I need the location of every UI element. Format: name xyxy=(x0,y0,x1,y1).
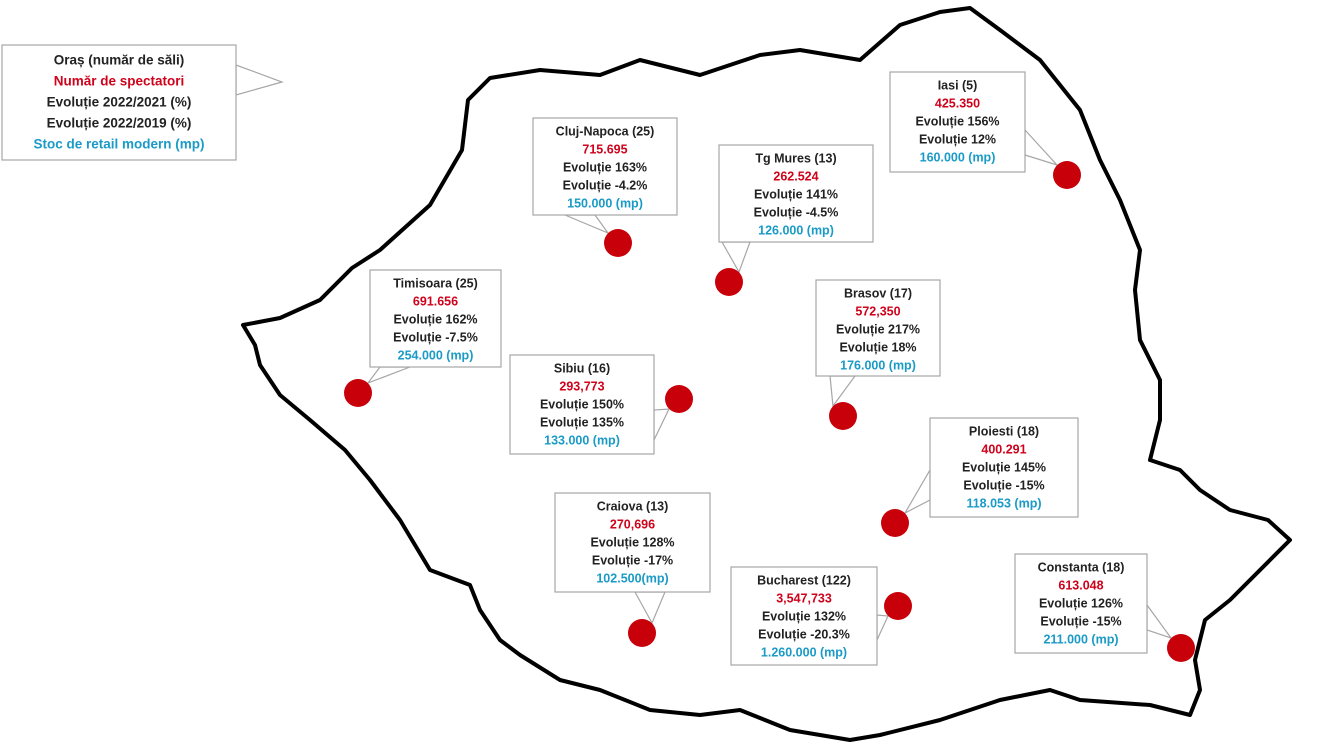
city-evo2021: Evoluție 162% xyxy=(393,312,477,326)
city-box xyxy=(730,566,878,666)
city-pointer xyxy=(564,214,610,235)
city-retail: 118.053 (mp) xyxy=(966,496,1041,510)
city-dot xyxy=(665,385,693,413)
city-spectators: 425.350 xyxy=(935,96,980,110)
city-retail: 160.000 (mp) xyxy=(920,150,996,164)
city-spectators: 613.048 xyxy=(1058,578,1103,592)
city-retail: 133.000 (mp) xyxy=(544,433,620,447)
city-retail: 176.000 (mp) xyxy=(840,358,916,372)
city-box xyxy=(532,117,678,216)
city-name: Timisoara (25) xyxy=(393,276,478,290)
city-pointer xyxy=(1024,128,1059,167)
city-box xyxy=(815,279,941,377)
city-pointer xyxy=(876,614,889,641)
city-spectators: 293,773 xyxy=(559,379,604,393)
city-evo2019: Evoluție -15% xyxy=(963,478,1044,492)
city-evo2021: Evoluție 163% xyxy=(563,160,647,174)
city-name: Tg Mures (13) xyxy=(755,151,836,165)
city-retail: 126.000 (mp) xyxy=(758,223,834,237)
city-evo2021: Evoluție 126% xyxy=(1039,596,1123,610)
country-outline xyxy=(241,6,1292,742)
city-dot xyxy=(884,592,912,620)
city-retail: 102.500(mp) xyxy=(596,571,668,585)
legend-pointer xyxy=(235,64,284,96)
city-name: Iasi (5) xyxy=(938,78,978,92)
city-evo2019: Evoluție 12% xyxy=(919,132,996,146)
city-spectators: 270,696 xyxy=(610,517,655,531)
city-evo2019: Evoluție 135% xyxy=(540,415,624,429)
city-spectators: 715.695 xyxy=(582,142,627,156)
city-evo2019: Evoluție -15% xyxy=(1040,614,1121,628)
city-spectators: 400.291 xyxy=(981,442,1026,456)
city-box xyxy=(718,144,874,243)
city-box xyxy=(554,492,711,593)
city-box xyxy=(889,71,1026,173)
city-evo2019: Evoluție -4.2% xyxy=(563,178,648,192)
city-pointer xyxy=(903,467,931,515)
city-pointer xyxy=(366,366,411,385)
city-dot xyxy=(344,379,372,407)
city-spectators: 3,547,733 xyxy=(776,591,832,605)
city-dot xyxy=(604,229,632,257)
city-evo2021: Evoluție 150% xyxy=(540,397,624,411)
city-evo2019: Evoluție -17% xyxy=(592,553,673,567)
city-retail: 1.260.000 (mp) xyxy=(761,645,847,659)
legend-line: Evoluție 2022/2019 (%) xyxy=(47,116,192,131)
city-retail: 254.000 (mp) xyxy=(398,348,474,362)
city-pointer xyxy=(1146,603,1173,640)
city-name: Cluj-Napoca (25) xyxy=(556,124,655,138)
city-evo2019: Evoluție -4.5% xyxy=(754,205,839,219)
city-name: Brasov (17) xyxy=(844,286,912,300)
city-dot xyxy=(881,509,909,537)
city-name: Craiova (13) xyxy=(597,499,669,513)
city-evo2021: Evoluție 217% xyxy=(836,322,920,336)
city-spectators: 572,350 xyxy=(855,304,900,318)
city-box xyxy=(509,354,655,455)
city-evo2019: Evoluție 18% xyxy=(839,340,916,354)
city-retail: 211.000 (mp) xyxy=(1043,632,1118,646)
city-dot xyxy=(829,402,857,430)
legend-box xyxy=(1,44,237,161)
city-spectators: 691.656 xyxy=(413,294,458,308)
city-evo2021: Evoluție 141% xyxy=(754,187,838,201)
city-dot xyxy=(628,619,656,647)
legend-line: Evoluție 2022/2021 (%) xyxy=(47,95,192,110)
city-pointer xyxy=(829,375,857,408)
city-name: Bucharest (122) xyxy=(757,573,851,587)
city-box xyxy=(1014,553,1148,654)
city-evo2021: Evoluție 128% xyxy=(590,535,674,549)
city-box xyxy=(369,269,502,368)
city-evo2019: Evoluție -7.5% xyxy=(393,330,478,344)
city-evo2021: Evoluție 145% xyxy=(962,460,1046,474)
city-dot xyxy=(715,268,743,296)
legend-line: Stoc de retail modern (mp) xyxy=(33,137,204,152)
city-pointer xyxy=(653,408,670,441)
city-retail: 150.000 (mp) xyxy=(567,196,643,210)
city-evo2019: Evoluție -20.3% xyxy=(758,627,850,641)
legend-line: Număr de spectatori xyxy=(54,74,185,89)
city-dot xyxy=(1167,634,1195,662)
city-pointer xyxy=(633,591,666,625)
city-evo2021: Evoluție 132% xyxy=(762,609,846,623)
city-name: Ploiesti (18) xyxy=(969,424,1039,438)
city-name: Constanta (18) xyxy=(1038,560,1125,574)
city-evo2021: Evoluție 156% xyxy=(915,114,999,128)
legend-line: Oraș (număr de săli) xyxy=(54,53,185,68)
city-spectators: 262.524 xyxy=(773,169,818,183)
city-pointer xyxy=(720,241,751,274)
city-name: Sibiu (16) xyxy=(554,361,610,375)
city-box xyxy=(929,417,1079,518)
city-dot xyxy=(1053,161,1081,189)
